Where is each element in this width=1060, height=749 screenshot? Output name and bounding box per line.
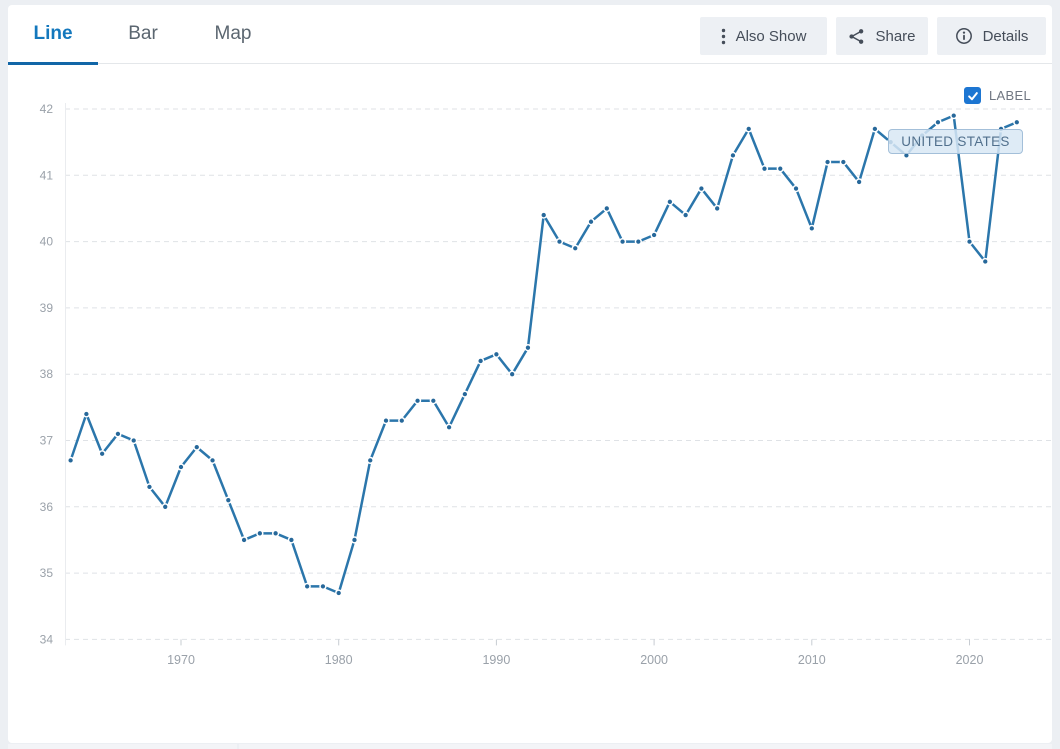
info-icon — [955, 28, 972, 44]
label-checkbox[interactable] — [964, 87, 981, 104]
label-checkbox-text: LABEL — [989, 88, 1031, 103]
tab-map[interactable]: Map — [188, 5, 278, 63]
share-icon — [849, 28, 864, 44]
share-label: Share — [875, 27, 916, 45]
checkmark-icon — [967, 91, 978, 100]
chart-card — [8, 5, 1052, 743]
bottom-next-card-left — [8, 744, 237, 749]
tab-bar: Line Bar Map — [8, 5, 1052, 65]
details-label: Details — [982, 27, 1029, 45]
also-show-button[interactable]: Also Show — [700, 17, 827, 55]
tab-bar-label: Bar — [128, 23, 158, 44]
details-button[interactable]: Details — [937, 17, 1046, 55]
also-show-label: Also Show — [735, 27, 807, 45]
kebab-icon — [721, 28, 725, 44]
legend: LABEL — [964, 87, 1031, 104]
tab-map-label: Map — [214, 23, 252, 44]
tab-line[interactable]: Line — [8, 5, 98, 65]
tab-bar-chart[interactable]: Bar — [98, 5, 188, 63]
tab-line-label: Line — [33, 23, 73, 44]
share-button[interactable]: Share — [836, 17, 928, 55]
bottom-next-card-right — [239, 744, 1052, 749]
series-label-united-states[interactable]: UNITED STATES — [888, 129, 1023, 154]
